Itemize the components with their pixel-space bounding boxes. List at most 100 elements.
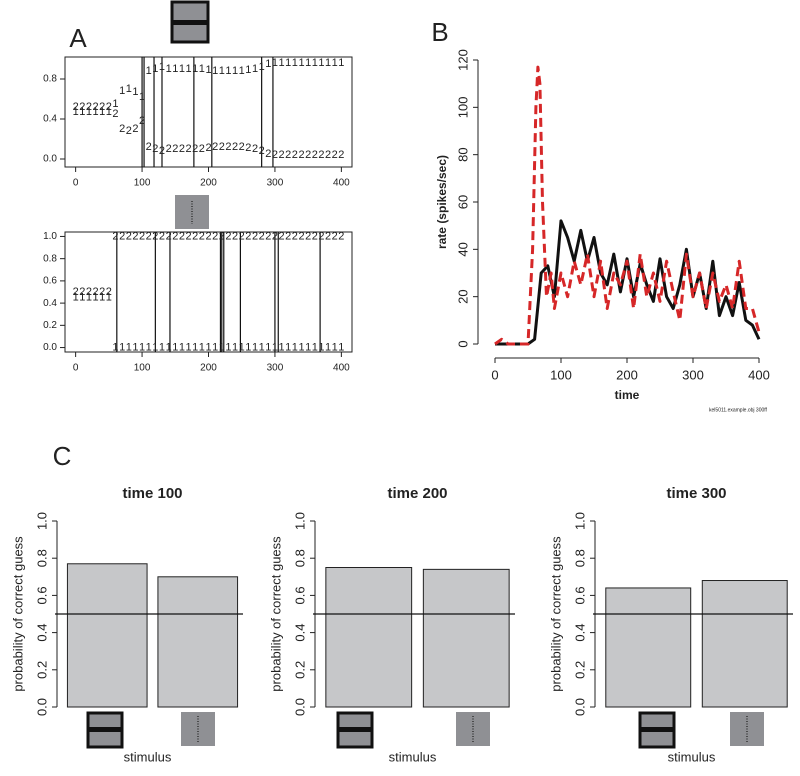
marker: 1 — [259, 341, 265, 353]
y-tick-label: 1.0 — [43, 231, 57, 242]
y-tick-label: 1.0 — [292, 512, 307, 530]
x-tick-label: 0 — [73, 178, 79, 189]
y-tick-label: 0.0 — [572, 698, 587, 716]
bar — [701, 580, 788, 708]
marker: 1 — [239, 341, 245, 353]
marker: 2 — [338, 149, 344, 161]
marker: 2 — [245, 142, 251, 154]
y-tick-label: 0.8 — [292, 549, 307, 567]
y-axis-label: probability of correct guess — [268, 536, 283, 692]
marker: 1 — [232, 341, 238, 353]
marker: 2 — [152, 230, 158, 242]
panel-label: A — [69, 23, 87, 53]
y-tick-label: 0.2 — [292, 661, 307, 679]
marker: 2 — [92, 101, 98, 113]
marker: 2 — [259, 145, 265, 157]
y-tick-label: 0.4 — [572, 624, 587, 642]
marker: 1 — [265, 58, 271, 70]
marker: 1 — [146, 341, 152, 353]
marker: 2 — [298, 230, 304, 242]
series-line — [494, 65, 761, 346]
stimulus-icon-bar — [336, 711, 374, 749]
y-axis-label: probability of correct guess — [548, 536, 563, 692]
marker: 2 — [318, 149, 324, 161]
marker: 1 — [292, 57, 298, 69]
y-tick-label: 0.0 — [34, 698, 49, 716]
marker: 1 — [245, 341, 251, 353]
marker: 1 — [146, 65, 152, 77]
marker: 1 — [325, 57, 331, 69]
marker: 1 — [79, 106, 85, 118]
y-tick-label: 20 — [455, 289, 470, 303]
y-tick-label: 0.6 — [572, 586, 587, 604]
marker: 2 — [112, 230, 118, 242]
marker: 1 — [312, 57, 318, 69]
y-tick-label: 0.8 — [43, 74, 57, 85]
marker: 2 — [298, 149, 304, 161]
marker: 1 — [112, 98, 118, 110]
marker: 1 — [285, 57, 291, 69]
marker: 1 — [239, 65, 245, 77]
marker: 2 — [192, 143, 198, 155]
marker: 1 — [298, 57, 304, 69]
marker: 1 — [298, 341, 304, 353]
bar — [66, 563, 148, 708]
marker: 2 — [79, 101, 85, 113]
marker: 1 — [212, 65, 218, 77]
x-tick-label: 100 — [134, 363, 151, 374]
marker: 2 — [106, 286, 112, 298]
marker: 2 — [166, 230, 172, 242]
marker: 2 — [166, 143, 172, 155]
marker: 2 — [119, 230, 125, 242]
marker: 1 — [92, 291, 98, 303]
marker: 1 — [172, 63, 178, 75]
marker: 1 — [73, 106, 79, 118]
marker: 1 — [318, 341, 324, 353]
x-axis-label: stimulus — [389, 749, 437, 764]
marker: 1 — [112, 341, 118, 353]
marker: 1 — [205, 341, 211, 353]
marker: 1 — [179, 341, 185, 353]
marker: 1 — [99, 106, 105, 118]
marker: 2 — [265, 230, 271, 242]
x-tick-label: 200 — [200, 363, 217, 374]
marker: 1 — [152, 63, 158, 75]
chart-title: time 100 — [122, 485, 182, 502]
chart-title: time 200 — [387, 485, 447, 502]
marker: 1 — [119, 341, 125, 353]
marker: 2 — [318, 230, 324, 242]
marker: 1 — [272, 341, 278, 353]
marker: 2 — [86, 286, 92, 298]
x-tick-label: 300 — [682, 367, 704, 382]
y-tick-label: 0.4 — [43, 298, 57, 309]
marker: 2 — [132, 230, 138, 242]
marker: 1 — [106, 106, 112, 118]
x-tick-label: 0 — [491, 367, 498, 382]
bar — [605, 587, 692, 708]
marker: 2 — [159, 230, 165, 242]
marker: 2 — [132, 123, 138, 135]
marker: 2 — [292, 149, 298, 161]
y-axis-label: rate (spikes/sec) — [435, 155, 449, 249]
y-tick-label: 0.6 — [292, 586, 307, 604]
marker: 2 — [92, 286, 98, 298]
marker: 1 — [219, 65, 225, 77]
bar — [157, 576, 239, 708]
marker: 1 — [245, 64, 251, 76]
stimulus-icon-bar — [170, 0, 210, 44]
marker: 2 — [179, 143, 185, 155]
marker: 1 — [92, 106, 98, 118]
y-tick-label: 60 — [455, 195, 470, 209]
series-line — [495, 219, 761, 346]
marker: 1 — [126, 341, 132, 353]
y-tick-label: 0.2 — [34, 661, 49, 679]
x-tick-label: 0 — [73, 363, 79, 374]
stimulus-icon-bar — [86, 711, 124, 749]
marker: 2 — [79, 286, 85, 298]
x-tick-label: 400 — [333, 178, 350, 189]
marker: 2 — [332, 149, 338, 161]
marker: 2 — [146, 141, 152, 153]
x-tick-label: 300 — [267, 178, 284, 189]
marker: 2 — [252, 230, 258, 242]
y-tick-label: 0.2 — [572, 661, 587, 679]
